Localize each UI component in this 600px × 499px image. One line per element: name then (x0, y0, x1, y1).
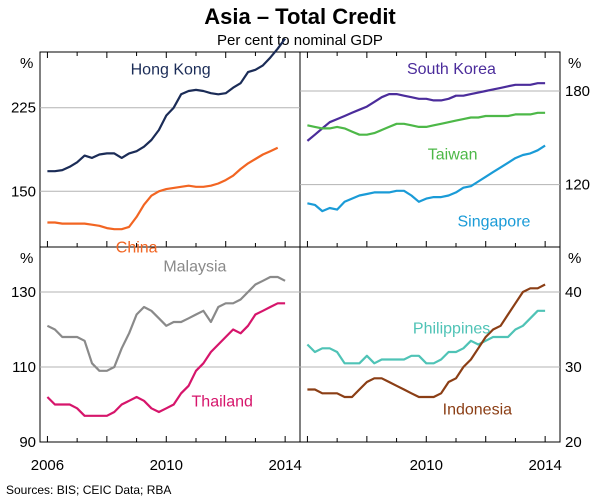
y-unit-label: % (568, 55, 581, 72)
series-line-malaysia (46, 275, 286, 372)
series-line-philippines (306, 309, 546, 365)
series-label-taiwan: Taiwan (428, 147, 478, 164)
x-tick-label: 2010 (410, 457, 443, 474)
y-tick-label: 225 (11, 100, 36, 117)
series-line-south-korea (306, 82, 546, 142)
series-line-china (47, 146, 279, 231)
series-label-malaysia: Malaysia (163, 258, 226, 275)
y-tick-label: 20 (565, 434, 582, 451)
y-tick-label: 30 (565, 359, 582, 376)
x-tick-label: 2010 (150, 457, 183, 474)
series-line-singapore (307, 144, 546, 213)
y-unit-label: % (568, 250, 581, 267)
series-line-taiwan (307, 111, 546, 136)
panels-group: 150 225% Hong Kong China 120 180% South Korea T… (11, 37, 590, 474)
series-line-hong-kong (47, 37, 286, 173)
series-label-south-korea: South Korea (407, 61, 496, 78)
panel-top-right: 120 180% South Korea Taiwan Singapore (300, 52, 590, 247)
panel-bottom-right: 20 30 40% Philippines Indonesia 2010 2014 (300, 250, 582, 474)
series-label-china: China (116, 240, 158, 257)
y-tick-label: 90 (19, 434, 36, 451)
y-tick-label: 180 (565, 83, 590, 100)
y-tick-label: 120 (565, 177, 590, 194)
panel-top-left: 150 225% Hong Kong China (11, 37, 300, 257)
x-tick-label: 2014 (268, 457, 301, 474)
panel-bottom-left: 90 110 130% Malaysia Thailand 2006 2010 2014 (11, 250, 302, 474)
chart-source: Sources: BIS; CEIC Data; RBA (6, 483, 171, 497)
y-tick-label: 150 (11, 183, 36, 200)
series-label-hong-kong: Hong Kong (131, 61, 211, 78)
y-unit-label: % (20, 250, 33, 267)
y-tick-label: 130 (11, 284, 36, 301)
series-label-singapore: Singapore (457, 214, 530, 231)
series-label-indonesia: Indonesia (443, 401, 512, 418)
series-label-thailand: Thailand (192, 393, 253, 410)
y-unit-label: % (20, 55, 33, 72)
chart-subtitle: Per cent to nominal GDP (217, 32, 383, 49)
y-tick-label: 40 (565, 284, 582, 301)
chart-title: Asia – Total Credit (204, 4, 396, 29)
x-tick-label: 2014 (528, 457, 561, 474)
series-line-indonesia (307, 283, 546, 399)
series-label-philippines: Philippines (413, 320, 490, 337)
series-line-thailand (46, 302, 286, 417)
y-tick-label: 110 (12, 359, 36, 376)
x-tick-label: 2006 (31, 457, 64, 474)
